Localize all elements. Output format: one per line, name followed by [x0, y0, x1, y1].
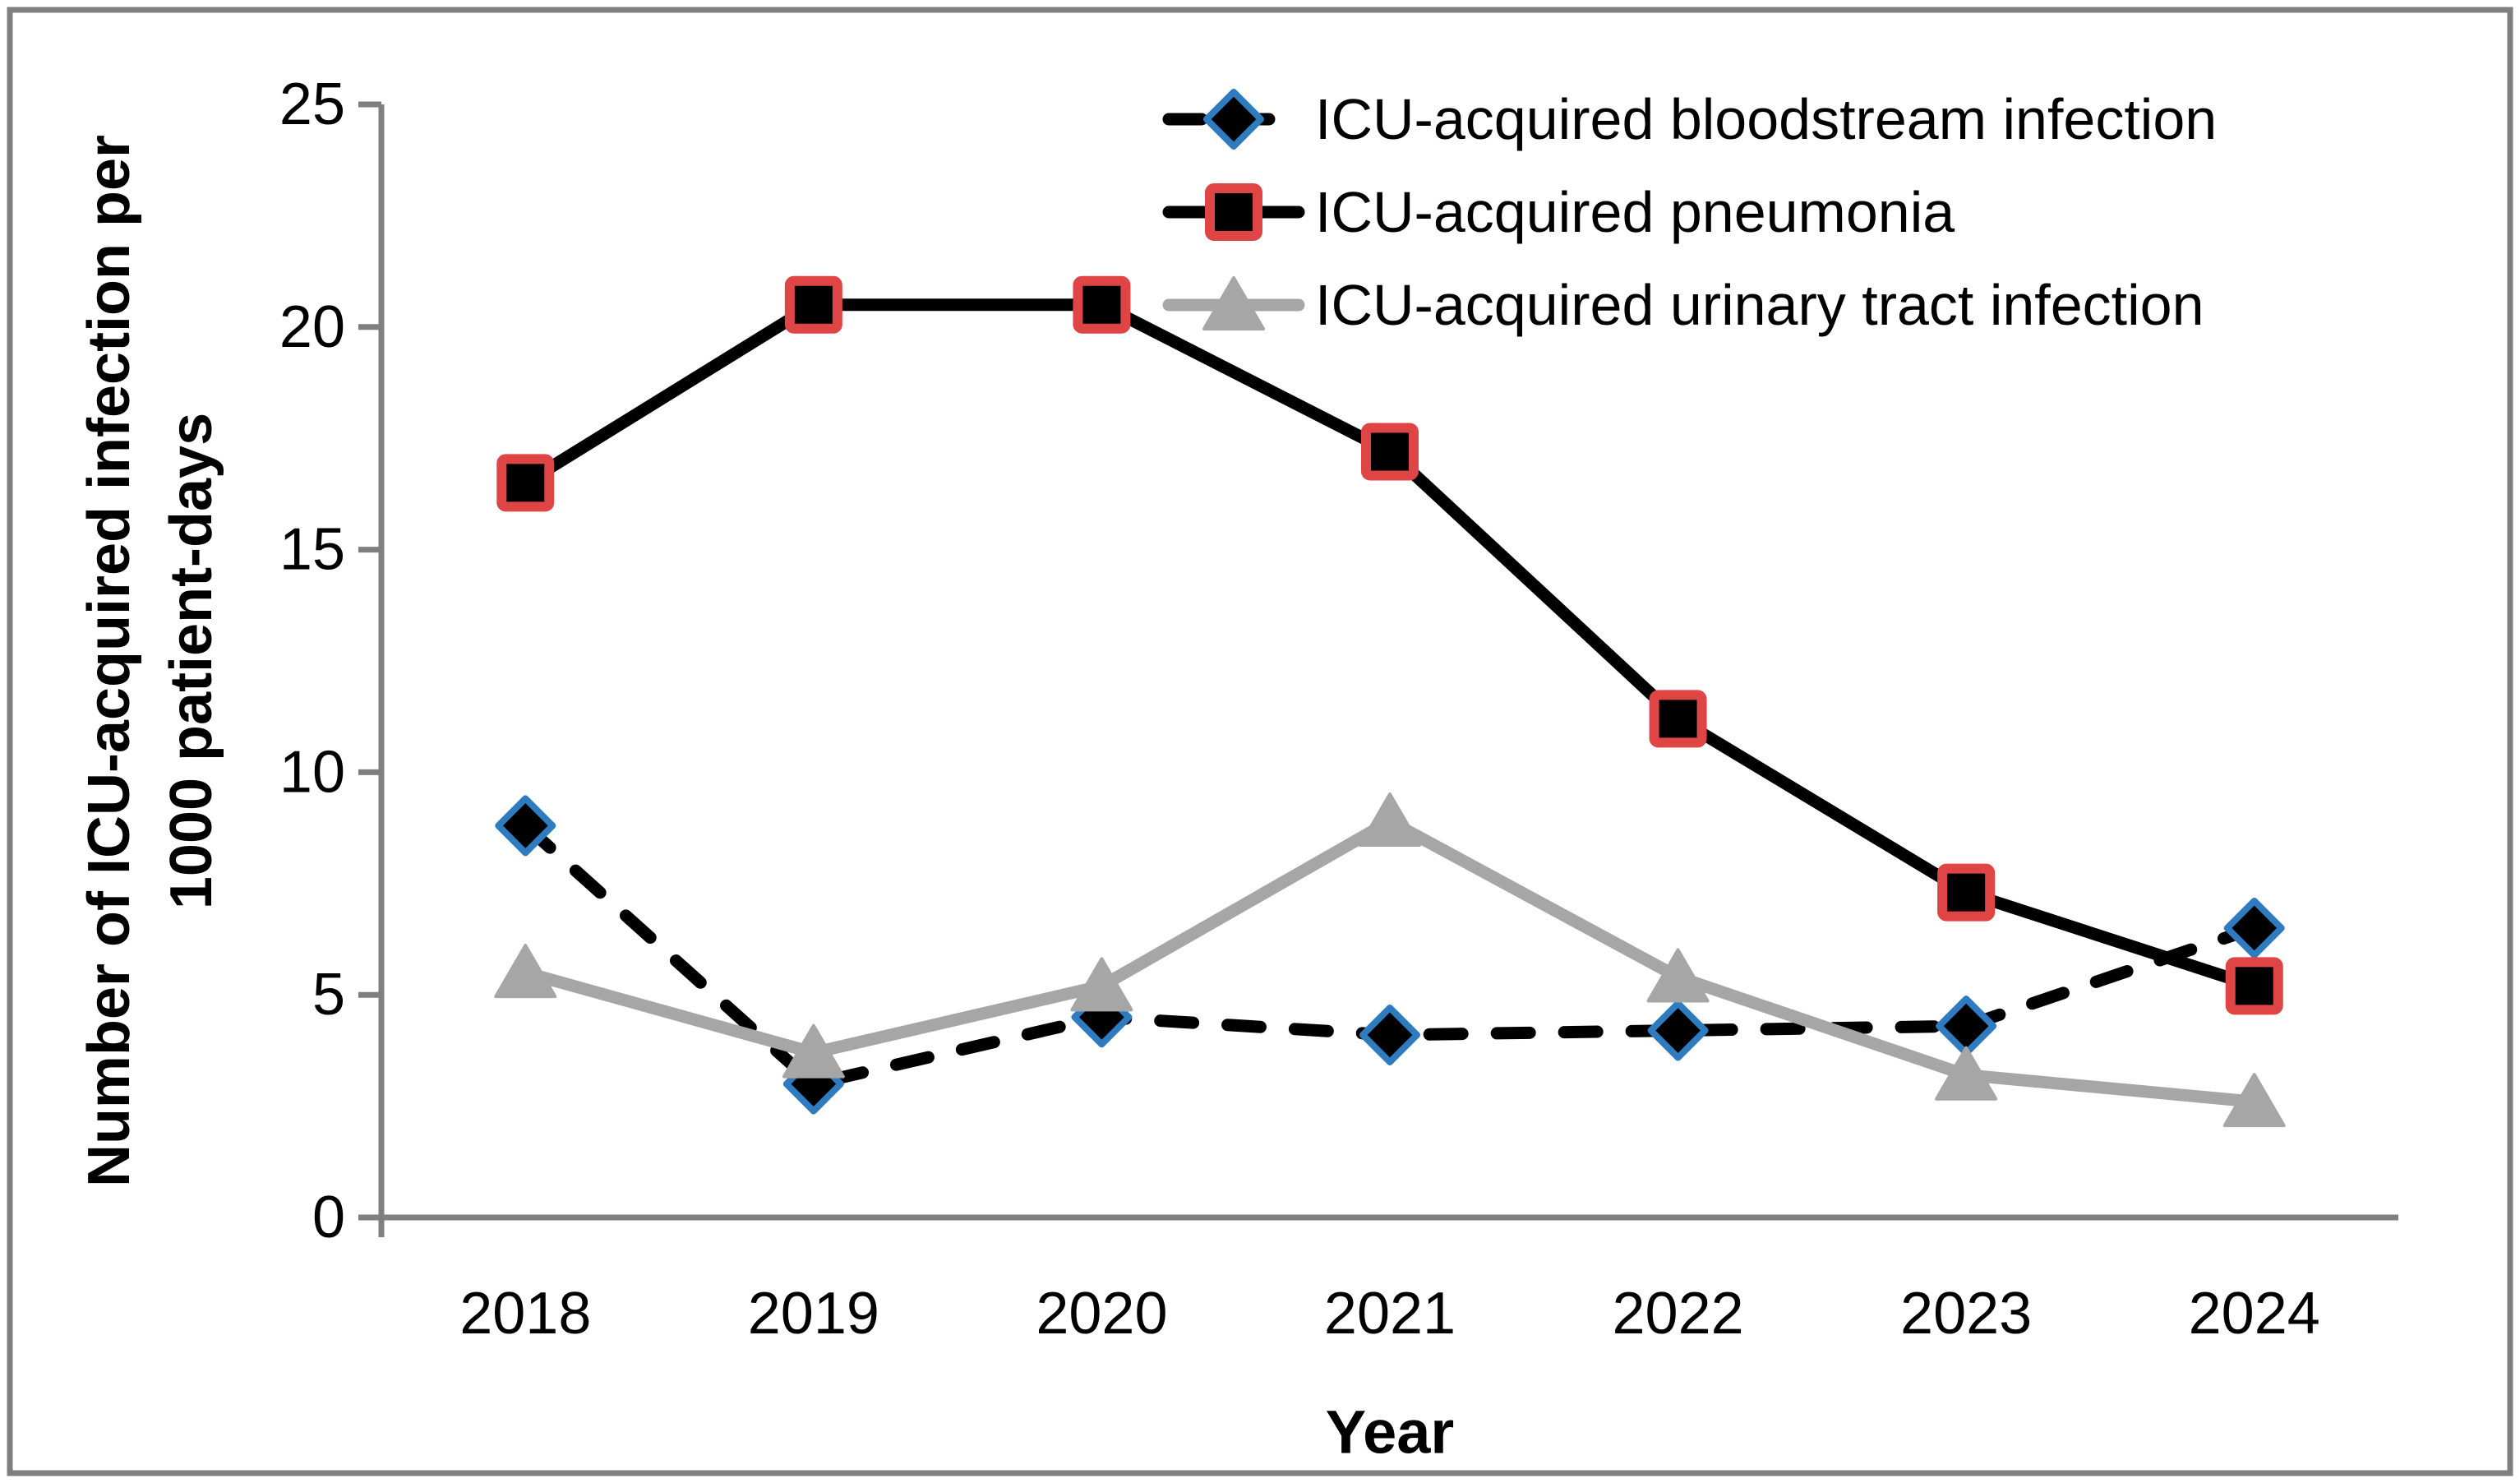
y-tick-label: 15 [279, 517, 345, 583]
x-axis-title: Year [1326, 1398, 1454, 1467]
series-1-marker [1073, 275, 1131, 334]
series-2-marker [782, 1023, 845, 1079]
y-tick-label: 10 [279, 739, 345, 805]
x-tick-label: 2020 [1036, 1281, 1167, 1347]
legend-2-marker [1202, 276, 1265, 330]
x-tick-label: 2023 [1900, 1281, 2032, 1347]
series-2-marker [1935, 1046, 1998, 1101]
legend-1-marker [1205, 183, 1262, 241]
series-2-marker [2222, 1073, 2286, 1128]
y-tick-label: 0 [312, 1185, 345, 1250]
x-tick-label: 2021 [1324, 1281, 1456, 1347]
series-2-marker [1646, 948, 1710, 1003]
series-2-marker [494, 944, 557, 999]
x-tick-label: 2024 [2189, 1281, 2320, 1347]
x-tick-label: 2019 [748, 1281, 879, 1347]
series-0-marker [2223, 897, 2285, 959]
x-tick-label: 2022 [1612, 1281, 1743, 1347]
y-tick-label: 25 [279, 72, 345, 137]
series-1-marker [1649, 690, 1707, 748]
series-2-marker [1359, 792, 1421, 847]
legend-0-label: ICU-acquired bloodstream infection [1315, 87, 2217, 151]
y-tick-label: 5 [312, 962, 345, 1028]
series-1-marker [1361, 423, 1419, 481]
figure-border [7, 7, 2513, 1476]
legend-2-label: ICU-acquired urinary tract infection [1315, 273, 2204, 337]
series-0-marker [1359, 1004, 1420, 1065]
x-tick-label: 2018 [459, 1281, 591, 1347]
y-axis-title: Number of ICU-acquired infection per [76, 135, 142, 1187]
legend-1-label: ICU-acquired pneumonia [1315, 180, 1955, 244]
y-tick-label: 20 [279, 294, 345, 360]
y-axis-title: 1000 patient-days [159, 413, 224, 909]
legend-0-marker [1203, 89, 1264, 150]
series-1-marker [496, 454, 555, 512]
series-0-marker [1647, 1000, 1709, 1061]
series-0-marker [495, 795, 556, 857]
series-1-marker [2225, 957, 2283, 1015]
series-1-marker [1937, 863, 1996, 922]
series-1-marker [784, 275, 842, 334]
series-2-marker [1070, 957, 1133, 1012]
